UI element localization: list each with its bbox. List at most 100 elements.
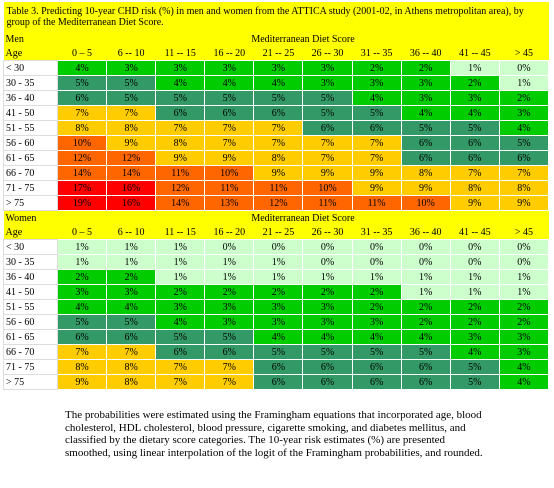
age-row: > 75 19% 16% 14% 13% 12% 11% 11% 10% 9% 9% <box>3 195 550 211</box>
age-label: Age <box>3 46 58 61</box>
risk-cell: 0% <box>204 239 255 255</box>
risk-cell: 7% <box>498 165 550 181</box>
risk-cell: 12% <box>155 180 206 196</box>
risk-cell: 4% <box>204 75 255 91</box>
risk-cell: 9% <box>204 150 255 166</box>
risk-cell: 10% <box>400 195 451 211</box>
age-row: 30 - 35 5% 5% 4% 4% 4% 3% 3% 3% 2% 1% <box>3 75 550 91</box>
risk-cell: 5% <box>106 90 157 106</box>
risk-cell: 9% <box>56 374 108 390</box>
score-label: Mediterranean Diet Score <box>57 210 549 225</box>
risk-cell: 5% <box>56 75 108 91</box>
risk-cell: 0% <box>498 60 550 76</box>
risk-cell: 7% <box>204 374 255 390</box>
risk-cell: 7% <box>449 165 500 181</box>
risk-cell: 4% <box>56 60 108 76</box>
risk-cell: 12% <box>106 150 157 166</box>
risk-cell: 16% <box>106 180 157 196</box>
risk-cell: 1% <box>449 60 500 76</box>
risk-cell: 3% <box>253 60 304 76</box>
score-column-header: 11 -- 15 <box>155 225 205 240</box>
risk-cell: 4% <box>400 105 451 121</box>
risk-cell: 7% <box>56 344 108 360</box>
risk-cell: 6% <box>253 359 304 375</box>
risk-cell: 17% <box>56 180 108 196</box>
risk-cell: 1% <box>351 269 402 285</box>
score-column-header: 36 -- 40 <box>401 46 451 61</box>
risk-cell: 7% <box>106 105 157 121</box>
risk-cell: 8% <box>106 120 157 136</box>
risk-cell: 1% <box>253 269 304 285</box>
risk-cell: 9% <box>302 165 353 181</box>
age-row: 71 - 75 8% 8% 7% 7% 6% 6% 6% 6% 5% 4% <box>3 359 550 375</box>
risk-cell: 5% <box>155 329 206 345</box>
age-row: 66 - 70 7% 7% 6% 6% 5% 5% 5% 5% 4% 3% <box>3 344 550 360</box>
age-row: 56 - 60 5% 5% 4% 3% 3% 3% 3% 2% 2% 2% <box>3 314 550 330</box>
risk-cell: 5% <box>351 344 402 360</box>
score-column-header: 41 -- 45 <box>450 225 500 240</box>
score-column-header: 16 -- 20 <box>204 46 254 61</box>
risk-cell: 10% <box>56 135 108 151</box>
score-column-header: 41 -- 45 <box>450 46 500 61</box>
risk-cell: 1% <box>204 269 255 285</box>
risk-cell: 5% <box>400 120 451 136</box>
risk-cell: 1% <box>498 284 550 300</box>
risk-cell: 14% <box>106 165 157 181</box>
risk-cell: 4% <box>351 329 402 345</box>
age-group: 61 - 65 <box>3 150 58 166</box>
age-group: 56 - 60 <box>3 314 58 330</box>
caption-row: Table 3. Predicting 10-year CHD risk (%)… <box>3 2 549 32</box>
risk-cell: 5% <box>204 329 255 345</box>
age-row: 51 - 55 8% 8% 7% 7% 7% 6% 6% 5% 5% 4% <box>3 120 550 136</box>
risk-cell: 1% <box>449 269 500 285</box>
risk-cell: 1% <box>400 269 451 285</box>
age-group: < 30 <box>3 60 58 76</box>
risk-cell: 6% <box>155 105 206 121</box>
risk-cell: 1% <box>106 239 157 255</box>
score-column-header: 31 -- 35 <box>352 46 402 61</box>
risk-cell: 3% <box>155 299 206 315</box>
risk-cell: 8% <box>56 120 108 136</box>
risk-cell: 7% <box>106 344 157 360</box>
risk-cell: 1% <box>56 254 108 270</box>
risk-cell: 8% <box>449 180 500 196</box>
risk-table: Table 3. Predicting 10-year CHD risk (%)… <box>3 2 550 390</box>
age-group: 51 - 55 <box>3 299 58 315</box>
risk-cell: 6% <box>302 359 353 375</box>
risk-cell: 5% <box>302 105 353 121</box>
risk-cell: 3% <box>155 60 206 76</box>
score-label: Mediterranean Diet Score <box>57 32 549 46</box>
age-row: 51 - 55 4% 4% 3% 3% 3% 3% 2% 2% 2% 2% <box>3 299 550 315</box>
risk-cell: 3% <box>106 60 157 76</box>
risk-cell: 5% <box>106 75 157 91</box>
risk-cell: 0% <box>351 239 402 255</box>
risk-cell: 6% <box>449 135 500 151</box>
score-column-header: 26 -- 30 <box>302 46 353 61</box>
risk-cell: 0% <box>449 239 500 255</box>
risk-cell: 7% <box>253 120 304 136</box>
age-row: 36 - 40 2% 2% 1% 1% 1% 1% 1% 1% 1% 1% <box>3 269 550 285</box>
risk-cell: 9% <box>155 150 206 166</box>
age-group: < 30 <box>3 239 58 255</box>
risk-cell: 8% <box>400 165 451 181</box>
score-column-header: 0 – 5 <box>57 225 107 240</box>
risk-cell: 6% <box>204 344 255 360</box>
risk-cell: 2% <box>106 269 157 285</box>
age-row: 30 - 35 1% 1% 1% 1% 1% 0% 0% 0% 0% 0% <box>3 254 550 270</box>
risk-cell: 6% <box>351 359 402 375</box>
risk-cell: 5% <box>498 135 550 151</box>
score-column-header: > 45 <box>499 46 549 61</box>
risk-cell: 4% <box>351 90 402 106</box>
score-column-header: 6 -- 10 <box>106 46 156 61</box>
age-row: 56 - 60 10% 9% 8% 7% 7% 7% 7% 6% 6% 5% <box>3 135 550 151</box>
risk-cell: 3% <box>56 284 108 300</box>
risk-cell: 4% <box>498 374 550 390</box>
risk-cell: 6% <box>56 90 108 106</box>
age-group: 56 - 60 <box>3 135 58 151</box>
risk-cell: 4% <box>155 75 206 91</box>
group-header-row: Men Mediterranean Diet Score <box>3 32 549 46</box>
risk-cell: 2% <box>498 314 550 330</box>
risk-cell: 7% <box>204 120 255 136</box>
risk-cell: 3% <box>400 75 451 91</box>
